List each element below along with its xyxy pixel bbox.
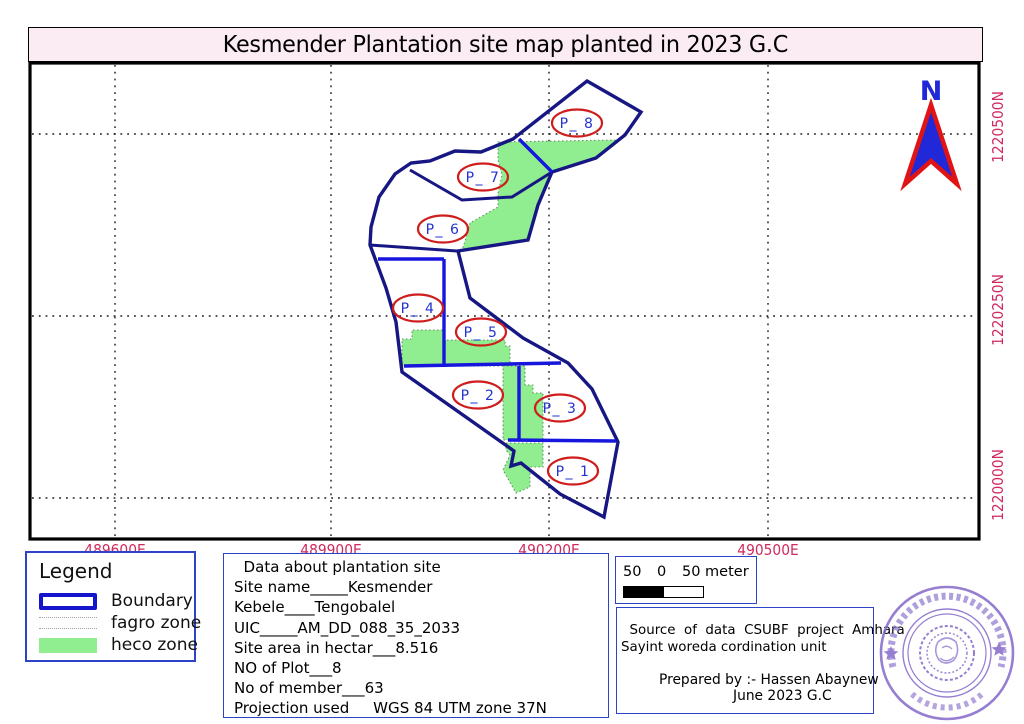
svg-text:P_ 2: P_ 2 <box>461 388 496 404</box>
svg-text:P_ 5: P_ 5 <box>464 325 499 341</box>
plot-label-p7: P_ 7 <box>456 162 510 192</box>
legend-item-label: Boundary <box>111 591 193 611</box>
plot-labels: P_ 8 P_ 7 P_ 6 P_ 4 P_ 5 P_ 2 <box>391 108 604 486</box>
legend-item-label: fagro zone <box>111 613 202 633</box>
plantation-data-box: Data about plantation site Site name____… <box>223 553 609 718</box>
plot-label-p2: P_ 2 <box>451 380 505 410</box>
map-canvas: P_ 8 P_ 7 P_ 6 P_ 4 P_ 5 P_ 2 <box>28 61 981 541</box>
plot-label-p3: P_ 3 <box>533 393 587 423</box>
amharic-round-stamp-icon <box>879 585 1015 721</box>
legend-item-label: heco zone <box>111 635 198 655</box>
svg-text:P_ 4: P_ 4 <box>401 301 436 317</box>
stamp-stars <box>883 642 1007 660</box>
divider-p3-p1 <box>507 438 617 443</box>
map-title-bar: Kesmender Plantation site map planted in… <box>28 27 983 62</box>
divider-p7-p6 <box>409 168 553 202</box>
info-heading: Data about plantation site <box>234 558 441 576</box>
plot-label-p5: P_ 5 <box>454 317 508 347</box>
info-kebele: Kebele____Tengobalel <box>234 598 396 617</box>
north-arrow-icon: N <box>900 76 962 192</box>
source-line-2: Sayint woreda cordination unit <box>621 640 827 655</box>
svg-text:P_ 7: P_ 7 <box>466 170 501 186</box>
prepared-by-line: Prepared by :- Hassen Abaynew <box>659 672 879 688</box>
plot-dividers-blue <box>378 137 617 443</box>
plot-dividers-navy <box>369 168 553 253</box>
graticule-grid <box>32 65 977 537</box>
north-letter: N <box>920 76 943 107</box>
map-title: Kesmender Plantation site map planted in… <box>222 31 789 58</box>
plot-label-p4: P_ 4 <box>391 293 445 323</box>
svg-text:P_ 6: P_ 6 <box>426 222 461 238</box>
info-no-of-plot: NO of Plot___8 <box>234 659 342 678</box>
boundary-swatch-icon <box>39 592 97 610</box>
scale-bar-black-segment <box>624 587 664 597</box>
plot-label-p6: P_ 6 <box>416 214 470 244</box>
fagro-zone-swatch-icon <box>39 617 97 629</box>
scale-bar-box: 50 0 50 meter <box>615 556 757 604</box>
scale-bar-icon <box>623 586 704 598</box>
northing-label-1220250: 1220250N <box>989 274 1007 346</box>
info-site-name: Site name_____Kesmender <box>234 578 433 597</box>
site-outer-boundary <box>368 78 644 520</box>
divider-p8-p7 <box>517 137 554 174</box>
prepared-date-line: June 2023 G.C <box>733 688 832 704</box>
legend-item-fagro-zone: fagro zone <box>39 612 201 634</box>
plot-label-p8: P_ 8 <box>550 108 604 138</box>
divider-p6-bottom <box>369 243 458 253</box>
info-site-area: Site area in hectar___8.516 <box>234 638 439 657</box>
info-uic: UIC_____AM_DD_088_35_2033 <box>234 618 461 637</box>
source-box: Source of data CSUBF project Amhara Sayi… <box>616 607 905 714</box>
northing-label-1220500: 1220500N <box>989 91 1007 163</box>
svg-text:P_ 3: P_ 3 <box>543 401 578 417</box>
divider-p5-p2 <box>403 361 562 368</box>
easting-label-490500: 490500E <box>737 541 799 559</box>
legend-title: Legend <box>39 559 113 583</box>
northing-label-1220000: 1220000N <box>989 449 1007 521</box>
info-no-of-member: No of member___63 <box>234 679 384 698</box>
source-line-1: Source of data CSUBF project Amhara <box>621 623 905 638</box>
scale-left-value: 50 <box>623 564 642 580</box>
scale-zero-value: 0 <box>657 564 667 580</box>
legend-item-heco-zone: heco zone <box>39 634 198 656</box>
info-projection: Projection used WGS 84 UTM zone 37N <box>234 699 547 718</box>
svg-text:P_ 1: P_ 1 <box>556 464 591 480</box>
legend-item-boundary: Boundary <box>39 590 193 612</box>
heco-zone-swatch-icon <box>39 637 97 653</box>
svg-text:P_ 8: P_ 8 <box>560 116 595 132</box>
scale-right-value: 50 meter <box>682 564 749 580</box>
legend: Legend Boundary fagro zone heco zone <box>25 551 201 662</box>
plot-label-p1: P_ 1 <box>546 456 600 486</box>
